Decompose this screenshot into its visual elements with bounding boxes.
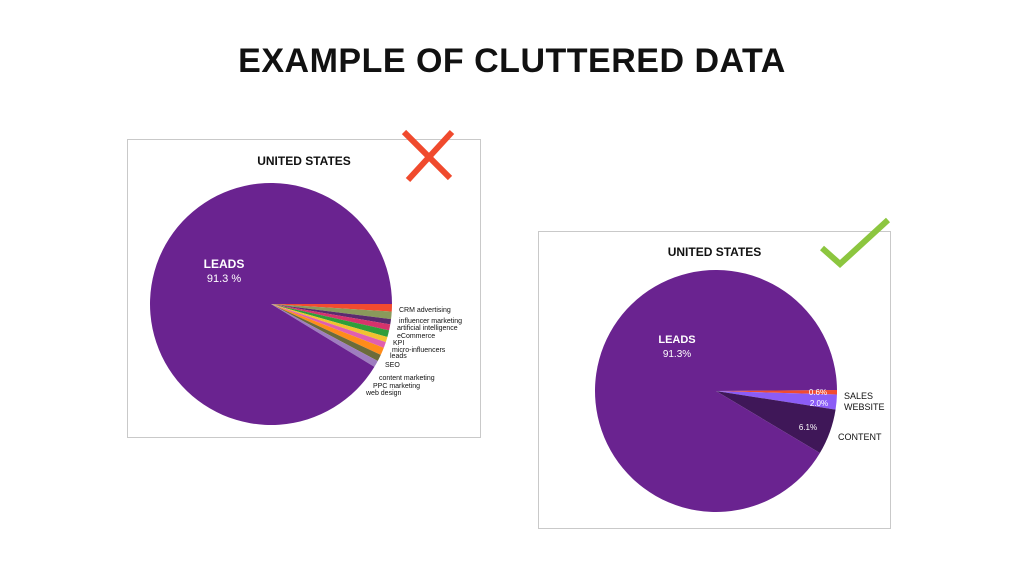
pie-slice-ecommerce: [271, 304, 391, 331]
slice-label-leads: LEADS: [658, 334, 695, 346]
pie-slice-seo: [271, 304, 384, 355]
cluttered-chart-panel: UNITED STATES LEADS 91.3 % CRM advertising…: [127, 139, 481, 438]
slice-label-ecommerce: eCommerce: [397, 333, 435, 340]
chart-title: UNITED STATES: [257, 154, 351, 168]
pie-slice-leads: [595, 270, 837, 512]
clean-pie-chart: LEADS 91.3% 0.6% SALES 2.0% WEBSITE 6.1% CONTEN…: [595, 270, 885, 512]
slice-label-leads: LEADS: [204, 257, 245, 271]
chart-title: UNITED STATES: [667, 245, 762, 259]
slice-label-leads: leads: [390, 353, 407, 360]
cluttered-pie-chart: LEADS 91.3 % CRM advertising influencer mar…: [149, 183, 462, 426]
pie-slice-artificial-intelligence: [271, 304, 392, 325]
pie-slice-sales: [716, 389, 837, 395]
slice-label-ppc-marketing: PPC marketing: [373, 383, 420, 390]
slice-label-sales: SALES: [844, 391, 873, 401]
check-mark-icon: [820, 217, 891, 269]
slice-label-seo: SEO: [385, 362, 400, 369]
slice-value-website: 2.0%: [810, 399, 828, 408]
slice-label-web-design: web design: [365, 390, 402, 397]
slice-label-artificial-intelligence: artificial intelligence: [397, 325, 458, 332]
pie-slice-influencer-marketing: [271, 304, 392, 320]
page-title: EXAMPLE OF CLUTTERED DATA: [238, 42, 786, 80]
pie-slice-content-marketing: [271, 304, 381, 361]
pie-slice-ppc-marketing: [271, 304, 378, 367]
slice-label-website: WEBSITE: [844, 402, 885, 412]
slice-label-content-marketing: content marketing: [379, 375, 435, 382]
slice-value-leads: 91.3%: [663, 349, 691, 360]
slice-label-kpi: KPI: [393, 340, 404, 347]
clean-chart-panel: UNITED STATES LEADS 91.3% 0.6% SALES 2.0% WEB…: [538, 231, 891, 529]
pie-slice-website: [716, 391, 837, 410]
pie-slice-leads: [149, 183, 392, 426]
slice-value-leads: 91.3 %: [207, 273, 241, 285]
x-mark-icon: [401, 129, 455, 183]
slice-label-micro-influencers: micro-influencers: [392, 347, 446, 354]
slice-value-sales: 0.6%: [809, 388, 827, 397]
pie-slice-crm-advertising: [271, 304, 392, 312]
slice-label-crm-advertising: CRM advertising: [399, 307, 451, 314]
slice-label-influencer-marketing: influencer marketing: [399, 318, 462, 325]
slice-value-content: 6.1%: [799, 423, 817, 432]
pie-slice-micro-influencers: [271, 304, 388, 343]
pie-slice-content: [716, 391, 836, 453]
slice-label-content: CONTENT: [838, 432, 882, 442]
pie-slice-kpi: [271, 304, 390, 338]
pie-slice-leads: [271, 304, 386, 348]
